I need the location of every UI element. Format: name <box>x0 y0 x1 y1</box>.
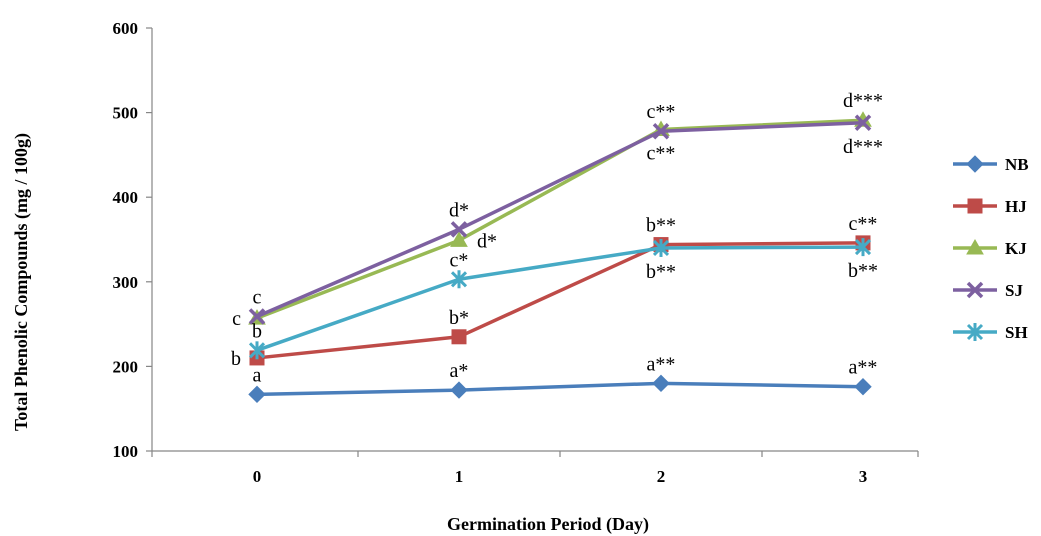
legend-marker-sj-stroke <box>966 281 984 299</box>
axes: 100 200 300 400 500 600 0 1 2 3 <box>113 19 919 486</box>
series-layer <box>248 111 872 404</box>
data-point-nb <box>248 385 266 404</box>
series-nb <box>248 374 872 404</box>
legend-marker-hj <box>967 198 983 214</box>
data-label: d* <box>449 199 469 221</box>
series-sh <box>248 238 872 360</box>
data-label: c** <box>647 143 676 165</box>
data-label: c** <box>849 213 878 235</box>
x-tick-label: 0 <box>253 467 262 486</box>
data-label: b** <box>646 261 676 283</box>
legend-item-sh: SH <box>953 323 1028 342</box>
x-tick-label: 3 <box>859 467 868 486</box>
data-label: a** <box>849 357 878 379</box>
x-tick-label: 1 <box>455 467 464 486</box>
series-line-nb <box>256 381 864 397</box>
data-point-sh <box>248 341 266 360</box>
data-point-hj <box>451 329 467 345</box>
data-point-sj <box>652 122 670 140</box>
legend-item-sj: SJ <box>953 281 1023 300</box>
data-point-sj-stroke <box>854 114 872 131</box>
data-point-nb <box>450 381 468 399</box>
legend-label-nb: NB <box>1005 155 1029 174</box>
data-point-kj <box>450 231 468 247</box>
data-label: c** <box>647 101 676 123</box>
y-tick-label: 100 <box>113 442 139 461</box>
y-axis-title: Total Phenolic Compounds (mg / 100g) <box>11 133 32 431</box>
legend-item-kj: KJ <box>953 238 1027 258</box>
legend-label-hj: HJ <box>1005 197 1027 216</box>
legend-marker-nb <box>966 155 984 173</box>
data-label: c <box>232 308 241 330</box>
data-label: d*** <box>843 136 883 158</box>
data-label: a <box>253 364 262 386</box>
data-label: d*** <box>843 90 883 112</box>
legend-marker-sj <box>966 281 984 299</box>
series-line-sj <box>256 121 864 319</box>
data-point-sj-stroke <box>248 308 266 325</box>
legend-item-hj: HJ <box>953 197 1027 216</box>
data-label: b <box>252 320 262 342</box>
data-point-nb <box>652 374 670 393</box>
y-tick-label: 500 <box>113 104 139 123</box>
legend-marker-sh <box>966 323 984 341</box>
data-point-sh <box>652 238 670 257</box>
data-label: b** <box>646 215 676 237</box>
x-tick-label: 2 <box>657 467 666 486</box>
legend-label-sj: SJ <box>1005 281 1023 300</box>
legend: NB HJ KJ SJ SH <box>953 155 1029 342</box>
data-point-sh <box>854 238 872 257</box>
legend-label-kj: KJ <box>1005 239 1027 258</box>
y-tick-label: 400 <box>113 188 139 207</box>
data-label: c* <box>450 249 469 271</box>
data-label: a** <box>647 353 676 375</box>
data-label: b <box>231 348 241 370</box>
data-point-nb <box>854 377 872 396</box>
data-label: d* <box>477 230 497 252</box>
legend-label-sh: SH <box>1005 323 1028 342</box>
data-point-sj <box>854 114 872 131</box>
data-point-sh <box>450 270 468 289</box>
annotation-layer: a a* a** a** b b* b** c** b c* b** b** c d* c** d*** c d*… <box>231 90 883 386</box>
data-point-sj-stroke <box>652 122 670 140</box>
y-tick-label: 600 <box>113 19 139 38</box>
y-tick-label: 300 <box>113 273 139 292</box>
y-tick-label: 200 <box>113 357 139 376</box>
series-line-sh <box>256 245 864 352</box>
series-line-kj <box>256 118 864 320</box>
x-axis-title: Germination Period (Day) <box>447 514 649 535</box>
legend-item-nb: NB <box>953 155 1029 174</box>
series-sj <box>248 114 872 325</box>
data-label: b* <box>449 307 469 329</box>
data-point-sj-stroke <box>450 221 468 238</box>
legend-marker-kj <box>966 238 984 255</box>
data-label: b** <box>848 260 878 282</box>
data-point-sj <box>248 308 266 325</box>
series-hj <box>249 235 871 366</box>
data-point-sj <box>450 221 468 238</box>
series-line-hj <box>256 241 864 360</box>
data-label: a* <box>450 360 469 382</box>
data-label: c <box>253 286 262 308</box>
